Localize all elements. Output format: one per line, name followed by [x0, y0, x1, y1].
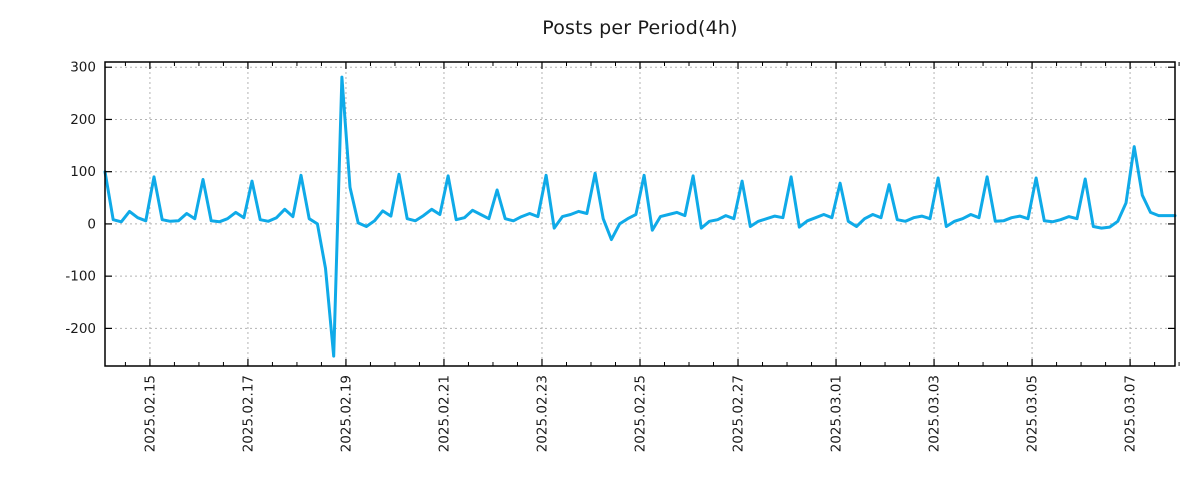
chart-title: Posts per Period(4h) [542, 17, 738, 39]
x-tick-label: 2025.02.19 [338, 375, 354, 452]
y-tick-label: 200 [70, 112, 96, 128]
x-tick-label: 2025.02.17 [240, 375, 256, 452]
x-tick-label: 2025.02.25 [633, 375, 649, 452]
x-tick-label: 2025.02.21 [436, 375, 452, 452]
x-tick-label: 2025.02.23 [534, 375, 550, 452]
y-tick-label: 100 [70, 164, 96, 180]
series-line [103, 75, 1177, 358]
y-tick-label: -100 [65, 269, 96, 285]
y-tick-label: 300 [70, 60, 96, 76]
x-tick-label: 2025.02.27 [731, 375, 747, 452]
x-tick-label: 2025.03.05 [1025, 375, 1041, 452]
x-tick-label: 2025.02.15 [142, 375, 158, 452]
x-tick-label: 2025.03.03 [927, 375, 943, 452]
x-tick-label: 2025.03.01 [829, 375, 845, 452]
y-tick-label: -200 [65, 321, 96, 337]
y-tick-label: 0 [87, 216, 96, 232]
x-tick-label: 2025.03.07 [1123, 375, 1139, 452]
